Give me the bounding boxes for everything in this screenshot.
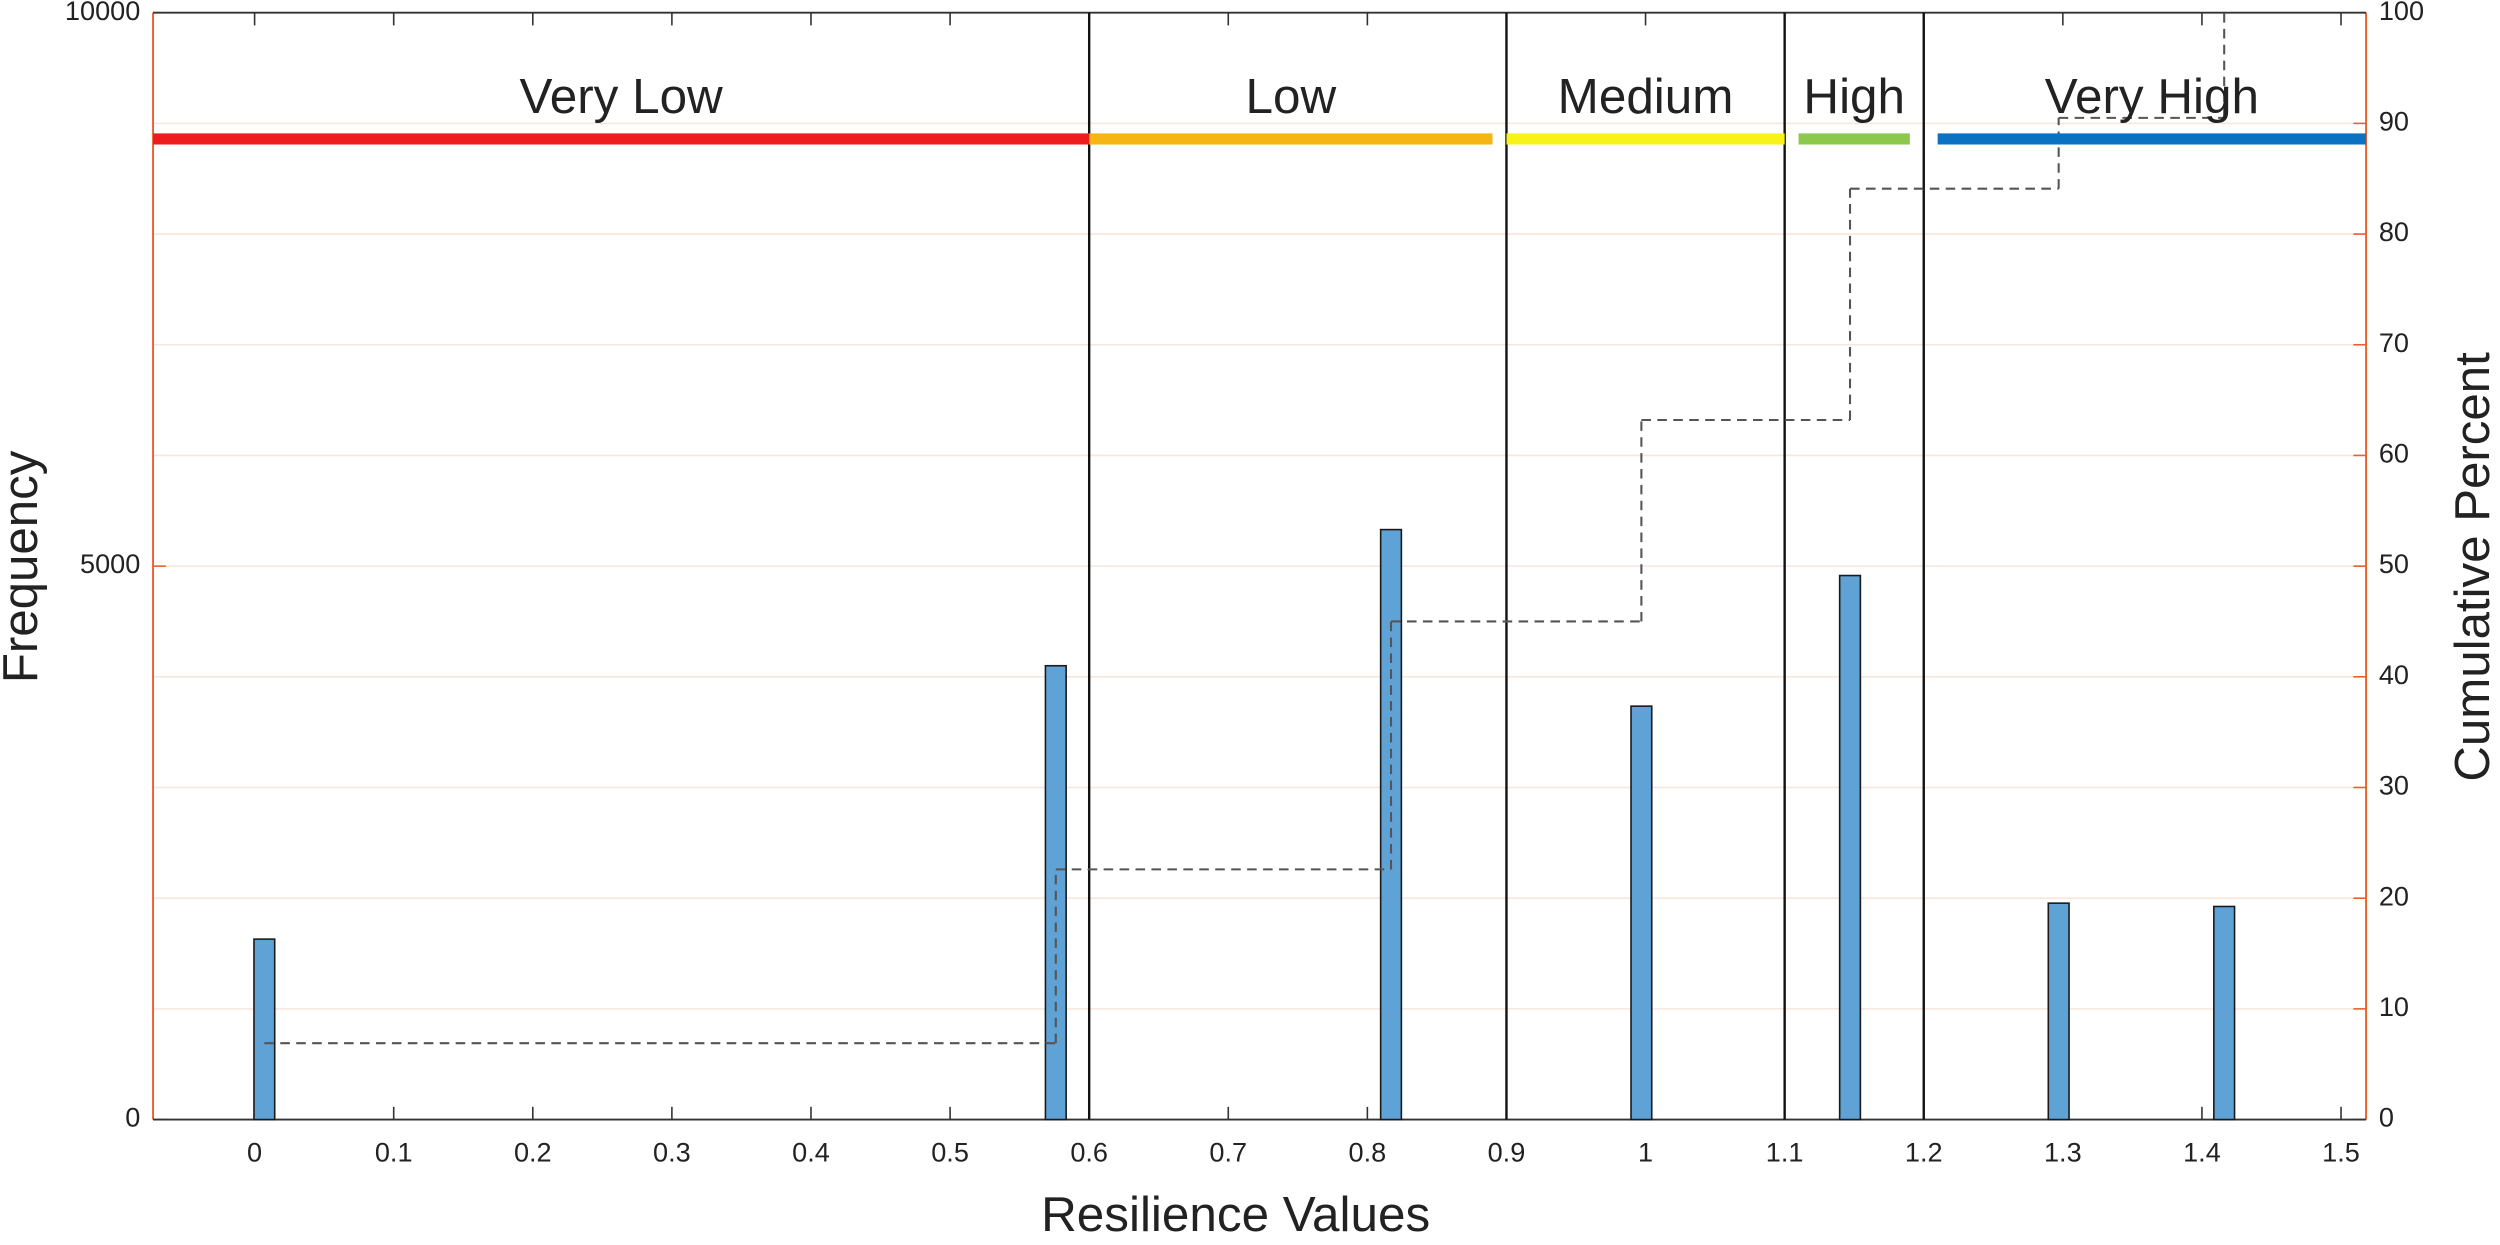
bar	[2047, 902, 2070, 1121]
x-tick-label: 0.9	[1488, 1138, 1526, 1168]
x-tick-label: 0.4	[792, 1138, 830, 1168]
y2-tick-label: 70	[2379, 328, 2409, 358]
bar	[2213, 905, 2236, 1121]
y-tick-label: 10000	[65, 0, 140, 26]
x-tick-label: 0	[247, 1138, 262, 1168]
y2-tick-label: 60	[2379, 439, 2409, 469]
x-tick-label: 1.2	[1905, 1138, 1943, 1168]
x-tick-label: 0.8	[1349, 1138, 1387, 1168]
y2-tick-label: 90	[2379, 107, 2409, 137]
y2-tick-label: 20	[2379, 881, 2409, 911]
x-tick-label: 1.4	[2183, 1138, 2221, 1168]
class-band	[1937, 133, 2367, 145]
x-tick-label: 0.1	[375, 1138, 413, 1168]
class-label: Very High	[2045, 69, 2259, 124]
y2-tick-label: 10	[2379, 992, 2409, 1022]
x-tick-label: 1.1	[1766, 1138, 1804, 1168]
class-band	[1506, 133, 1785, 145]
y2-tick-label: 40	[2379, 660, 2409, 690]
x-tick-label: 1.3	[2044, 1138, 2082, 1168]
y2-tick-label: 30	[2379, 771, 2409, 801]
x-tick-label: 0.5	[931, 1138, 969, 1168]
class-band	[1089, 133, 1493, 145]
x-tick-label: 0.7	[1209, 1138, 1247, 1168]
bar	[1838, 574, 1862, 1121]
y2-tick-label: 50	[2379, 549, 2409, 579]
x-tick-label: 0.6	[1070, 1138, 1108, 1168]
class-label: High	[1803, 69, 1905, 124]
class-label: Low	[1246, 69, 1337, 124]
y2-axis-label: Cumulative Percent	[2445, 352, 2500, 782]
class-label: Very Low	[519, 69, 723, 124]
x-tick-label: 0.3	[653, 1138, 691, 1168]
y2-tick-label: 0	[2379, 1103, 2394, 1133]
x-tick-label: 1	[1638, 1138, 1653, 1168]
bar	[1379, 528, 1403, 1121]
x-tick-label: 1.5	[2322, 1138, 2360, 1168]
class-band	[1798, 133, 1910, 145]
class-label: Medium	[1558, 69, 1734, 124]
y-tick-label: 5000	[80, 549, 140, 579]
y2-tick-label: 80	[2379, 217, 2409, 247]
bar	[1630, 705, 1653, 1121]
class-band	[153, 133, 1090, 145]
y-tick-label: 0	[125, 1103, 140, 1133]
bar	[253, 938, 276, 1121]
y-axis-label: Frequency	[0, 450, 48, 683]
x-axis-label: Resilience Values	[1041, 1187, 1430, 1242]
x-tick-label: 0.2	[514, 1138, 552, 1168]
y2-tick-label: 100	[2379, 0, 2424, 26]
